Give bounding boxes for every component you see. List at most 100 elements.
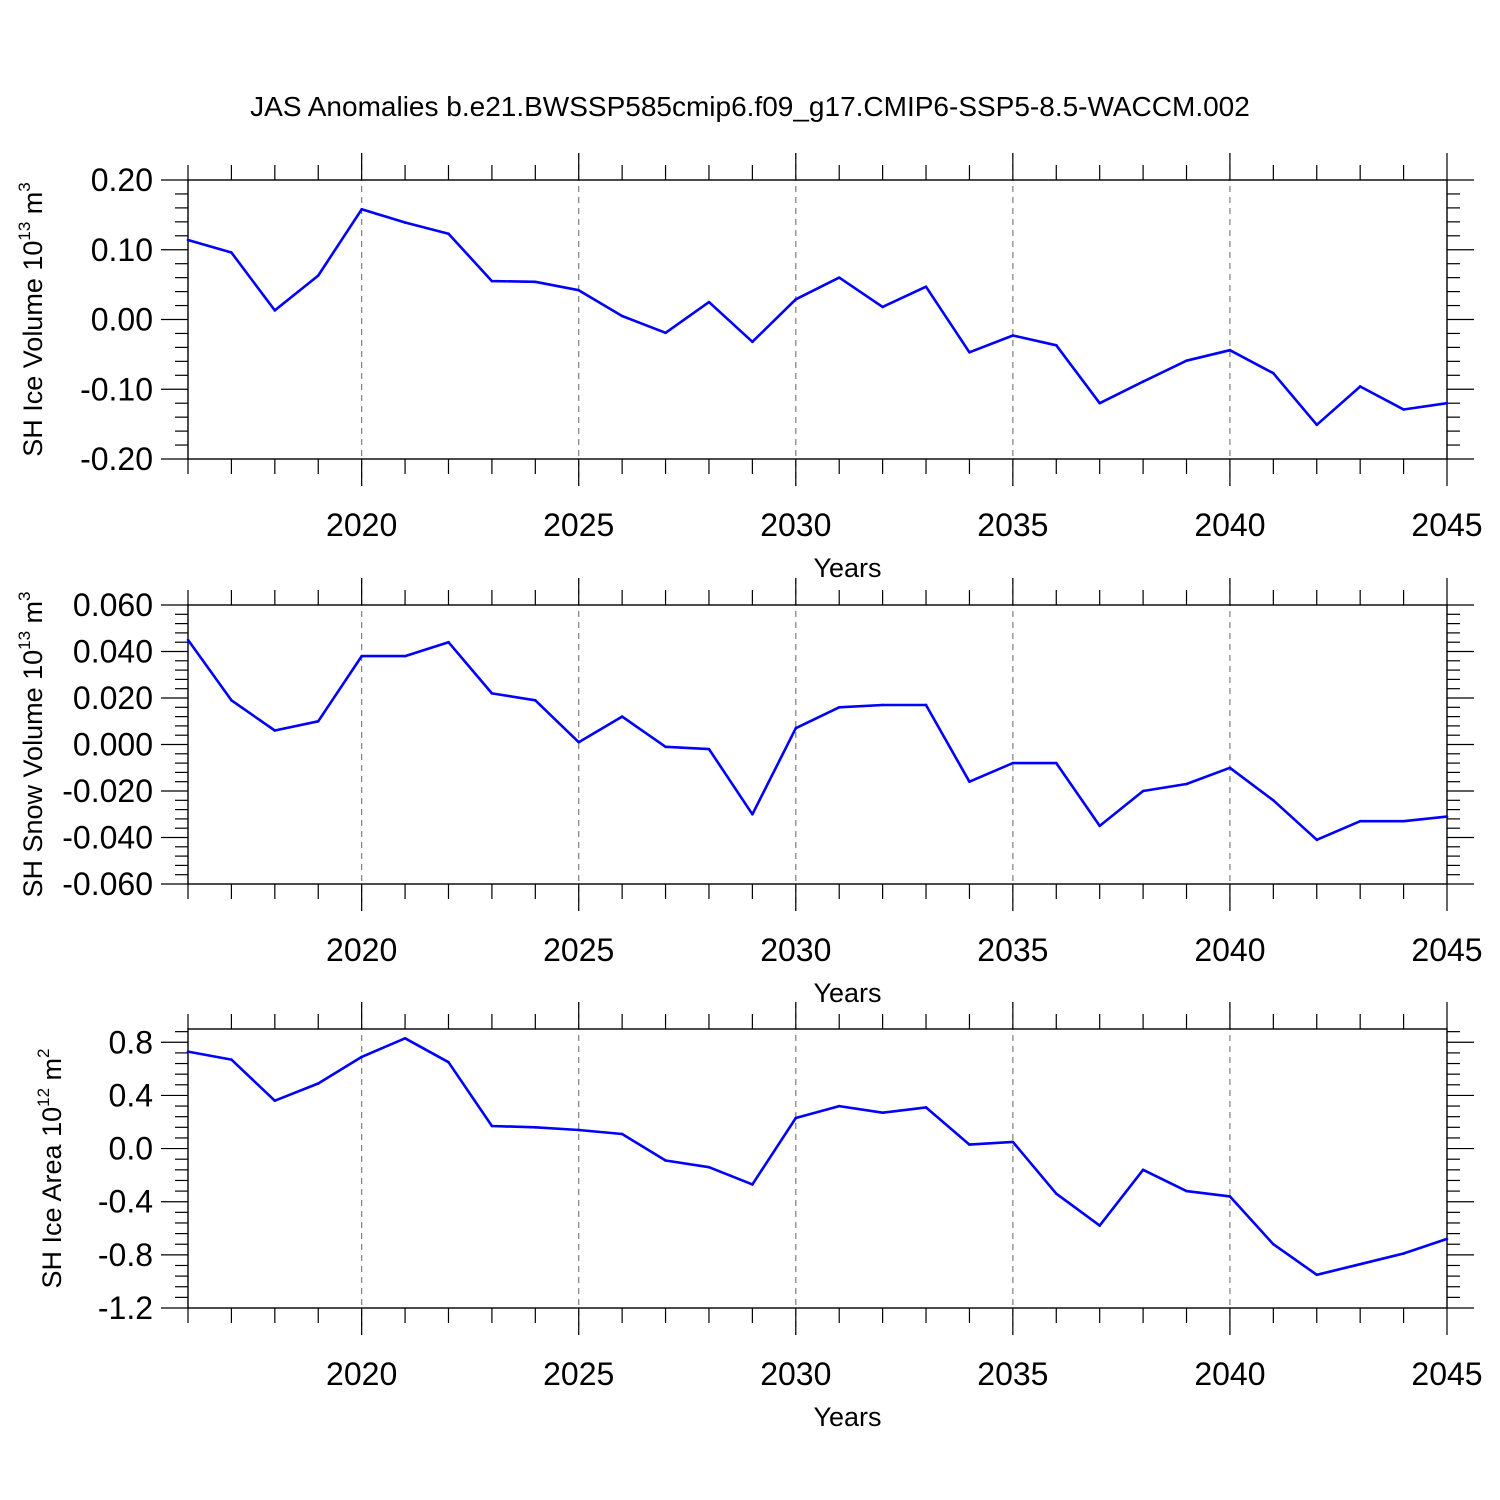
x-tick-label: 2030 xyxy=(760,932,831,968)
data-point xyxy=(1011,761,1015,765)
data-point xyxy=(968,1143,971,1146)
data-point xyxy=(403,654,407,658)
data-point xyxy=(490,692,494,695)
data-point xyxy=(1185,359,1188,362)
series-line xyxy=(187,1037,1448,1277)
y-tick-label: -0.060 xyxy=(62,866,153,902)
data-point xyxy=(1141,789,1145,793)
data-point xyxy=(360,207,363,211)
data-point xyxy=(794,726,798,730)
x-tick-label: 2040 xyxy=(1194,932,1265,968)
data-point xyxy=(186,638,190,642)
plot-frame xyxy=(187,179,1448,460)
data-point xyxy=(1098,1224,1101,1227)
data-point xyxy=(707,747,711,751)
data-point xyxy=(881,305,884,309)
data-point xyxy=(1185,782,1188,786)
data-point xyxy=(534,280,537,284)
x-tick-label: 2045 xyxy=(1411,932,1482,968)
data-point xyxy=(924,703,928,707)
panel-2: 2020 2025 2030 2035 2040 2045 Years 0.060 0.040 0… xyxy=(15,578,1483,1008)
data-point xyxy=(1358,819,1362,823)
data-point xyxy=(837,1104,841,1108)
data-point xyxy=(316,1082,320,1085)
data-point xyxy=(1141,380,1145,383)
data-point xyxy=(707,300,711,304)
data-point xyxy=(620,314,624,318)
data-point xyxy=(186,1050,190,1053)
data-point xyxy=(1011,334,1015,337)
data-point xyxy=(881,703,884,707)
y-axis-label: SH Ice Volume 1013 m3 xyxy=(15,182,48,457)
data-point xyxy=(316,719,320,723)
data-point xyxy=(1228,766,1232,770)
data-point xyxy=(1445,815,1449,818)
data-point xyxy=(1402,1252,1405,1255)
data-point xyxy=(751,340,754,344)
data-point xyxy=(1315,838,1319,842)
data-point xyxy=(1185,1189,1188,1193)
data-point xyxy=(1272,1242,1275,1246)
y-tick-label: -0.8 xyxy=(98,1237,153,1273)
panel-1: 2020 2025 2030 2035 2040 2045 Years 0.20 0.10 0.0… xyxy=(15,153,1483,583)
y-tick-label: 0.10 xyxy=(91,232,153,268)
data-point xyxy=(1141,1168,1145,1172)
data-point xyxy=(837,706,841,709)
y-tick-label: -0.040 xyxy=(62,820,153,856)
data-point xyxy=(1315,1273,1319,1277)
data-point xyxy=(447,640,450,644)
data-point xyxy=(577,288,581,292)
data-point xyxy=(1228,348,1232,352)
y-tick-label: -0.10 xyxy=(80,371,153,407)
data-point xyxy=(1445,1237,1449,1241)
y-tick-label: 0.20 xyxy=(91,162,153,198)
data-point xyxy=(664,331,667,335)
x-tick-label: 2020 xyxy=(326,507,397,543)
data-point xyxy=(230,251,233,254)
data-point xyxy=(490,279,494,283)
x-tick-label: 2045 xyxy=(1411,507,1482,543)
data-point xyxy=(664,1159,667,1162)
data-point xyxy=(1054,761,1058,765)
y-tick-label: -0.4 xyxy=(98,1184,153,1220)
x-axis-label: Years xyxy=(813,1402,881,1432)
x-tick-label: 2030 xyxy=(760,1356,831,1392)
x-tick-label: 2035 xyxy=(977,932,1048,968)
data-point xyxy=(1098,401,1101,405)
data-point xyxy=(1272,371,1275,375)
y-tick-label: 0.4 xyxy=(109,1077,153,1113)
data-point xyxy=(1272,799,1275,802)
x-tick-label: 2045 xyxy=(1411,1356,1482,1392)
data-point xyxy=(447,1060,450,1064)
data-point xyxy=(534,1126,537,1129)
x-tick-label: 2040 xyxy=(1194,1356,1265,1392)
data-point xyxy=(577,740,581,744)
y-tick-label: 0.060 xyxy=(73,587,153,623)
data-point xyxy=(403,1037,407,1040)
data-point xyxy=(924,1106,928,1109)
data-point xyxy=(403,221,407,224)
data-point xyxy=(316,274,320,277)
data-point xyxy=(1315,423,1319,427)
x-tick-label: 2020 xyxy=(326,1356,397,1392)
chart-title: JAS Anomalies b.e21.BWSSP585cmip6.f09_g1… xyxy=(250,91,1250,122)
data-point xyxy=(751,1183,754,1186)
data-point xyxy=(1445,401,1449,405)
y-tick-label: 0.000 xyxy=(73,727,153,763)
data-point xyxy=(664,745,667,749)
data-point xyxy=(577,1128,581,1132)
data-point xyxy=(1054,1192,1058,1196)
data-point xyxy=(794,297,798,301)
data-point xyxy=(534,699,537,702)
data-point xyxy=(794,1116,798,1120)
data-point xyxy=(186,238,190,242)
data-point xyxy=(1228,1195,1232,1198)
x-tick-label: 2025 xyxy=(543,1356,614,1392)
y-axis-label: SH Ice Area 1012 m2 xyxy=(34,1049,67,1289)
y-tick-label: -0.020 xyxy=(62,773,153,809)
data-point xyxy=(968,350,971,354)
y-tick-label: 0.0 xyxy=(109,1131,153,1167)
panel-3: 2020 2025 2030 2035 2040 2045 Years 0.8 0.4 0.0 -0… xyxy=(34,1002,1483,1432)
x-axis-label: Years xyxy=(813,978,881,1008)
